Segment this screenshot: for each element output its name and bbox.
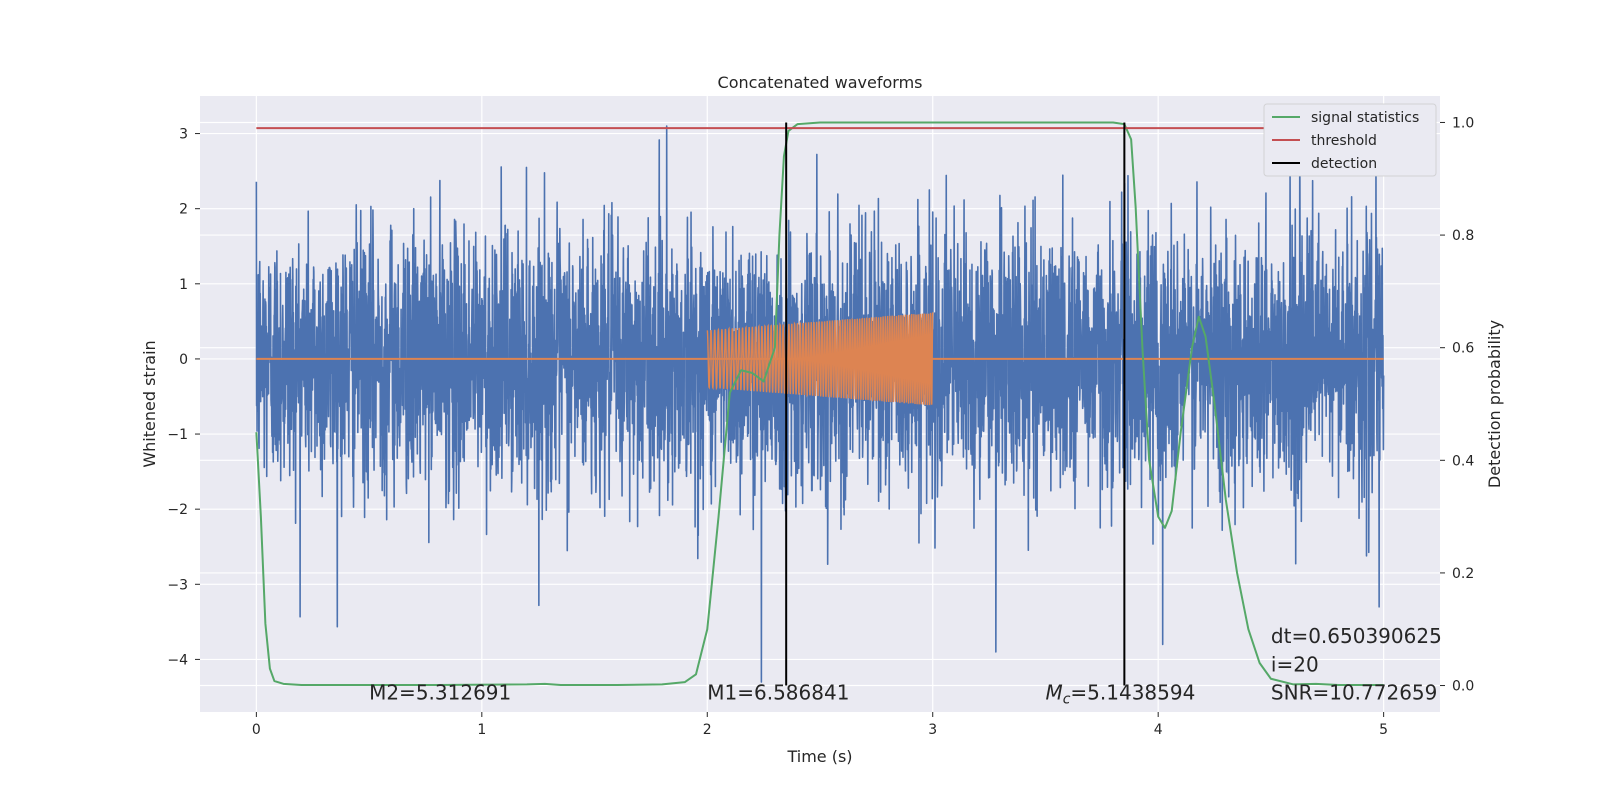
legend-box (1263, 103, 1437, 177)
detection-series (785, 122, 1126, 686)
y-tick-label: −3 (167, 577, 188, 593)
y2-tick-label: 0.8 (1452, 228, 1474, 244)
x-tick-label: 0 (252, 722, 261, 738)
y-tick-label: −4 (167, 652, 188, 668)
annotations: M2=5.312691 M1=6.586841 Mc=5.1438594 dt=0.6… (369, 624, 1442, 707)
y-tick-label: 2 (179, 202, 188, 218)
annotation-text: SNR=10.772659 (1271, 681, 1437, 705)
axes: 0 1 2 3 4 5 −4 −3 −2 −1 0 1 2 3 0.0 0.2 0.4 0.6 0.8 1.0 (167, 115, 1474, 738)
template-series (256, 312, 1384, 406)
annotation-text: M2=5.312691 (369, 681, 511, 705)
x-tick-label: 2 (703, 722, 712, 738)
y-axis-label: Whitened strain (140, 340, 159, 467)
y-tick-label: −2 (167, 502, 188, 518)
y2-tick-label: 0.4 (1452, 453, 1474, 469)
x-tick-label: 5 (1379, 722, 1388, 738)
y-tick-label: −1 (167, 427, 188, 443)
y2-tick-label: 0.0 (1452, 679, 1474, 695)
x-tick-label: 4 (1154, 722, 1163, 738)
y2-tick-label: 0.6 (1452, 341, 1474, 357)
y-tick-label: 3 (179, 127, 188, 143)
y2-tick-label: 1.0 (1452, 115, 1474, 131)
annotation-text: i=20 (1271, 652, 1319, 676)
legend-label-threshold: threshold (1311, 133, 1377, 149)
x-axis-label: Time (s) (786, 747, 852, 766)
annotation-text: M1=6.586841 (707, 681, 849, 705)
y-tick-label: 1 (179, 277, 188, 293)
legend-label-detection: detection (1311, 156, 1377, 172)
template-chirp (706, 312, 934, 406)
annotation-text: dt=0.650390625 (1271, 624, 1442, 648)
y2-axis-label: Detection probability (1485, 320, 1504, 488)
signal-statistics-line (255, 121, 1384, 686)
signal-statistics-series (255, 121, 1384, 686)
x-tick-label: 3 (928, 722, 937, 738)
y2-tick-label: 0.2 (1452, 566, 1474, 582)
annotation-text: Mc=5.1438594 (1045, 681, 1195, 708)
legend: signal statistics threshold detection (1263, 103, 1437, 177)
chart-title: Concatenated waveforms (718, 73, 923, 92)
legend-label-signal-statistics: signal statistics (1311, 110, 1419, 126)
x-tick-label: 1 (477, 722, 486, 738)
y-tick-label: 0 (179, 352, 188, 368)
